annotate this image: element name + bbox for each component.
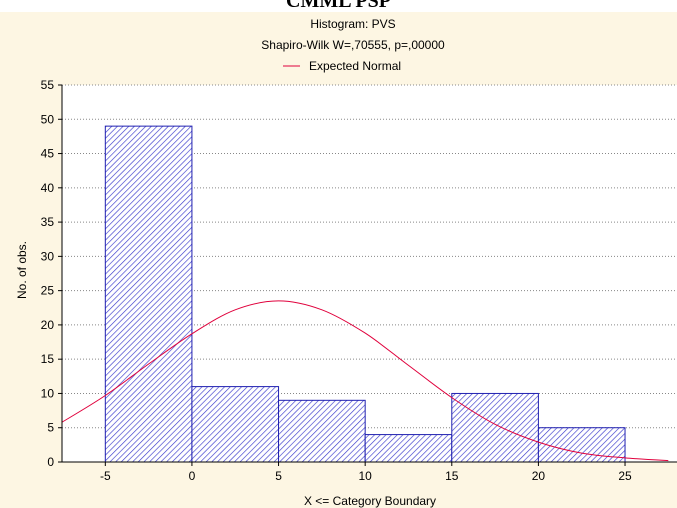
histogram-bar [104,125,193,463]
legend-label: Expected Normal [309,59,401,73]
x-tick-label: 20 [532,469,546,483]
x-tick-label: 10 [358,469,372,483]
y-tick-label: 55 [41,78,55,92]
histogram-bar [278,399,366,463]
x-tick-label: 0 [189,469,196,483]
histogram-bar [191,386,280,463]
histogram-bar [364,434,453,463]
y-tick-label: 10 [41,386,55,400]
x-axis-ticks: -5 0 5 10 15 20 25 [100,462,632,483]
y-tick-label: 50 [41,112,55,126]
y-tick-label: 30 [41,249,55,263]
x-tick-label: 15 [445,469,459,483]
y-tick-label: 5 [47,421,54,435]
y-axis-ticks: 0 5 10 15 20 25 30 35 40 45 50 55 [41,78,62,469]
x-tick-label: 25 [618,469,632,483]
x-axis-label: X <= Category Boundary [304,494,436,508]
x-tick-label: -5 [100,469,111,483]
histogram-bar [451,392,539,463]
page-top-cutoff-text: CMML PSP [286,0,391,12]
chart-subtitle: Shapiro-Wilk W=,70555, p=,00000 [261,38,445,52]
chart-title: Histogram: PVS [310,17,395,31]
y-tick-label: 40 [41,181,55,195]
y-tick-label: 0 [47,455,54,469]
y-tick-label: 25 [41,284,55,298]
legend: Expected Normal [283,59,401,73]
x-tick-label: 5 [275,469,282,483]
y-tick-label: 15 [41,352,55,366]
expected-normal-curve [62,300,669,462]
histogram-bars [104,125,626,463]
y-tick-label: 35 [41,215,55,229]
y-tick-label: 20 [41,318,55,332]
y-tick-label: 45 [41,147,55,161]
y-axis-label: No. of obs. [15,241,29,299]
